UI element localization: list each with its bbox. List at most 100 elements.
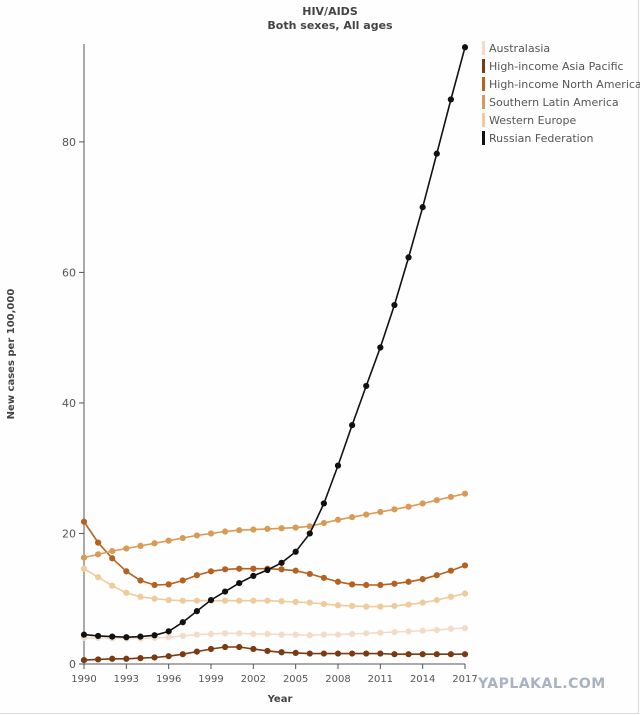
data-point-high-income-asia-pacific[interactable] (179, 651, 186, 658)
data-point-australasia[interactable] (165, 634, 172, 641)
data-point-southern-latin-america[interactable] (179, 534, 186, 542)
data-point-high-income-north-america[interactable] (334, 578, 342, 585)
data-point-high-income-north-america[interactable] (165, 581, 172, 588)
data-point-high-income-north-america[interactable] (433, 572, 440, 579)
data-point-western-europe[interactable] (391, 602, 398, 610)
data-point-high-income-asia-pacific[interactable] (207, 645, 215, 653)
data-point-russian-federation[interactable] (165, 628, 172, 635)
data-point-high-income-north-america[interactable] (179, 577, 186, 584)
data-point-russian-federation[interactable] (405, 254, 412, 261)
data-point-western-europe[interactable] (165, 596, 172, 604)
data-point-high-income-asia-pacific[interactable] (334, 650, 342, 657)
data-point-high-income-asia-pacific[interactable] (433, 651, 440, 658)
data-point-australasia[interactable] (250, 630, 257, 638)
data-point-high-income-north-america[interactable] (461, 562, 469, 569)
data-point-russian-federation[interactable] (137, 633, 144, 640)
data-point-high-income-asia-pacific[interactable] (292, 649, 299, 657)
data-point-australasia[interactable] (391, 628, 398, 636)
data-point-western-europe[interactable] (137, 593, 144, 600)
data-point-high-income-north-america[interactable] (222, 566, 229, 573)
data-point-high-income-asia-pacific[interactable] (264, 647, 271, 655)
data-point-high-income-north-america[interactable] (306, 570, 313, 578)
data-point-western-europe[interactable] (377, 603, 384, 610)
data-point-russian-federation[interactable] (461, 44, 469, 51)
data-point-australasia[interactable] (419, 627, 426, 634)
data-point-high-income-asia-pacific[interactable] (405, 651, 412, 658)
data-point-southern-latin-america[interactable] (377, 508, 384, 516)
data-point-southern-latin-america[interactable] (447, 493, 454, 501)
data-point-high-income-north-america[interactable] (123, 568, 130, 575)
data-point-southern-latin-america[interactable] (236, 527, 243, 534)
data-point-high-income-north-america[interactable] (363, 581, 370, 589)
data-point-high-income-asia-pacific[interactable] (193, 648, 200, 655)
data-point-high-income-asia-pacific[interactable] (80, 656, 88, 664)
data-point-southern-latin-america[interactable] (320, 519, 327, 527)
data-point-southern-latin-america[interactable] (109, 547, 116, 555)
data-point-western-europe[interactable] (193, 597, 200, 604)
data-point-russian-federation[interactable] (80, 631, 88, 638)
data-point-high-income-asia-pacific[interactable] (165, 653, 172, 660)
data-point-high-income-asia-pacific[interactable] (320, 650, 327, 657)
data-point-australasia[interactable] (236, 630, 243, 637)
data-point-high-income-north-america[interactable] (377, 581, 384, 589)
data-point-australasia[interactable] (363, 630, 370, 637)
data-point-western-europe[interactable] (250, 597, 257, 604)
data-point-high-income-north-america[interactable] (236, 565, 243, 572)
data-point-australasia[interactable] (306, 632, 313, 639)
data-point-western-europe[interactable] (363, 603, 370, 610)
data-point-australasia[interactable] (334, 631, 342, 638)
data-point-southern-latin-america[interactable] (250, 526, 257, 533)
legend-item[interactable]: Russian Federation (482, 131, 593, 145)
data-point-australasia[interactable] (433, 626, 440, 634)
data-point-southern-latin-america[interactable] (278, 525, 285, 532)
data-point-russian-federation[interactable] (349, 422, 356, 429)
data-point-russian-federation[interactable] (250, 572, 257, 579)
data-point-russian-federation[interactable] (447, 96, 454, 103)
data-point-high-income-north-america[interactable] (250, 565, 257, 572)
data-point-russian-federation[interactable] (179, 619, 186, 626)
data-point-australasia[interactable] (207, 630, 215, 638)
data-point-high-income-asia-pacific[interactable] (419, 651, 426, 658)
data-point-high-income-north-america[interactable] (349, 581, 356, 588)
data-point-russian-federation[interactable] (419, 204, 426, 211)
data-point-australasia[interactable] (447, 625, 454, 632)
data-point-australasia[interactable] (179, 632, 186, 640)
data-point-western-europe[interactable] (306, 599, 313, 606)
data-point-high-income-asia-pacific[interactable] (447, 651, 454, 658)
data-point-high-income-asia-pacific[interactable] (250, 645, 257, 653)
data-point-australasia[interactable] (222, 630, 229, 637)
data-point-western-europe[interactable] (179, 597, 186, 604)
data-point-russian-federation[interactable] (292, 548, 299, 555)
data-point-western-europe[interactable] (292, 598, 299, 606)
data-point-russian-federation[interactable] (151, 632, 158, 639)
data-point-high-income-asia-pacific[interactable] (377, 650, 384, 657)
data-point-russian-federation[interactable] (123, 634, 130, 641)
data-point-high-income-north-america[interactable] (391, 580, 398, 587)
data-point-russian-federation[interactable] (222, 588, 229, 595)
legend-item[interactable]: Western Europe (482, 113, 577, 127)
data-point-southern-latin-america[interactable] (306, 523, 313, 530)
data-point-western-europe[interactable] (278, 598, 285, 605)
data-point-high-income-north-america[interactable] (278, 566, 285, 573)
data-point-high-income-north-america[interactable] (419, 576, 426, 583)
data-point-high-income-asia-pacific[interactable] (222, 643, 229, 651)
data-point-high-income-north-america[interactable] (151, 581, 158, 589)
data-point-australasia[interactable] (292, 631, 299, 638)
data-point-high-income-asia-pacific[interactable] (95, 656, 102, 663)
data-point-southern-latin-america[interactable] (80, 554, 88, 561)
data-point-russian-federation[interactable] (95, 632, 102, 640)
data-point-australasia[interactable] (264, 630, 271, 638)
data-point-high-income-north-america[interactable] (193, 572, 200, 579)
data-point-southern-latin-america[interactable] (264, 525, 271, 533)
data-point-russian-federation[interactable] (109, 633, 116, 640)
data-point-russian-federation[interactable] (334, 462, 342, 469)
data-point-high-income-asia-pacific[interactable] (109, 655, 116, 662)
data-point-high-income-asia-pacific[interactable] (461, 651, 469, 658)
data-point-western-europe[interactable] (222, 597, 229, 604)
data-point-southern-latin-america[interactable] (405, 503, 412, 510)
legend-item[interactable]: High-income North America (482, 77, 640, 91)
data-point-southern-latin-america[interactable] (391, 506, 398, 513)
data-point-southern-latin-america[interactable] (222, 528, 229, 535)
data-point-southern-latin-america[interactable] (151, 540, 158, 547)
data-point-southern-latin-america[interactable] (95, 551, 102, 558)
